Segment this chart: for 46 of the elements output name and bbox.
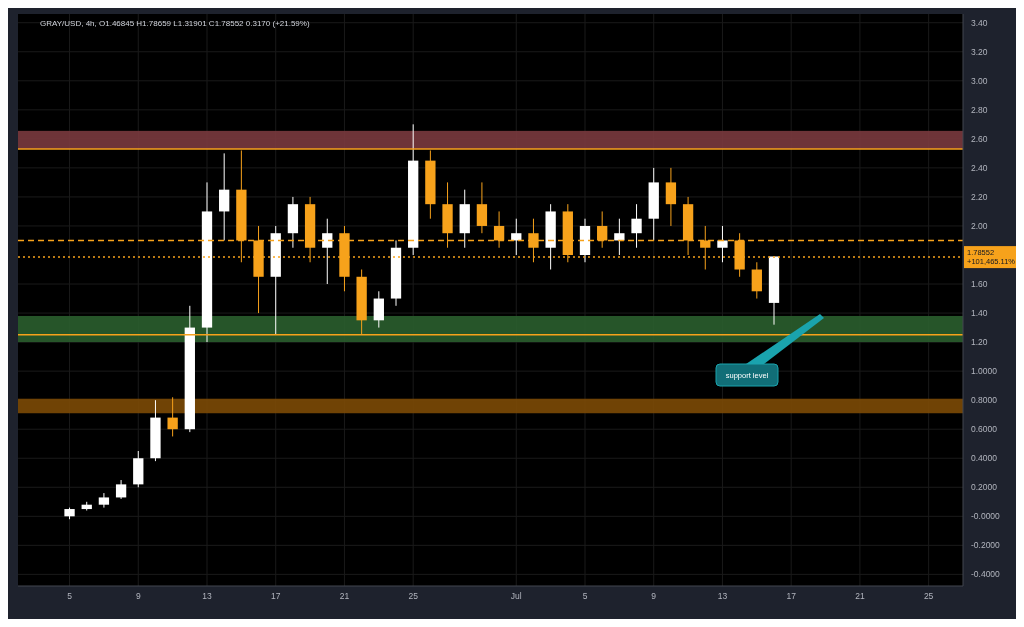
y-tick-label: 1.60 (971, 279, 988, 290)
y-tick-label: 0.4000 (971, 453, 998, 464)
x-tick-label: 13 (717, 591, 728, 601)
x-tick-label: 17 (270, 591, 281, 601)
y-tick-label: 3.20 (971, 46, 988, 57)
candlestick (614, 218, 625, 256)
candlestick (98, 492, 110, 509)
y-tick-label: 0.8000 (971, 395, 998, 406)
y-tick-label: 2.20 (971, 191, 988, 202)
candlestick (219, 152, 230, 241)
candlestick (322, 218, 333, 285)
x-tick-label: 13 (202, 591, 212, 601)
y-tick-label: 2.80 (971, 104, 988, 115)
y-tick-label: 2.60 (971, 133, 988, 144)
y-tick-label: -0.4000 (971, 569, 1001, 580)
x-tick-label: 5 (582, 591, 588, 601)
candlestick (751, 261, 762, 300)
candlestick (115, 479, 127, 500)
x-tick-label: 5 (67, 591, 73, 601)
candlestick (476, 181, 488, 234)
x-tick-label: 17 (786, 591, 797, 601)
candlestick (373, 290, 384, 329)
candlestick (717, 225, 728, 263)
y-tick-label: 2.00 (971, 220, 988, 231)
candlestick (665, 167, 677, 227)
y-tick-label: 0.6000 (971, 424, 998, 435)
y-tick-label: 1.40 (971, 308, 988, 319)
x-tick-label: 25 (408, 591, 419, 601)
y-tick-label: 3.00 (971, 75, 988, 86)
y-tick-label: 2.40 (971, 162, 988, 173)
y-tick-label: 1.0000 (971, 366, 998, 377)
x-tick-label: 9 (135, 591, 141, 601)
candlestick (511, 218, 522, 256)
x-tick-label: Jul (510, 591, 522, 601)
y-tick-label: 0.2000 (971, 482, 998, 493)
x-tick-label: 21 (339, 591, 350, 601)
candlestick (167, 396, 178, 437)
x-tick-label: 9 (651, 591, 657, 601)
text: GRAY/USD, 4h, O1.46845 H1.78659 L1.31901 C1.78552 0.3170 (+21.59%) (40, 19, 310, 28)
candlestick (631, 203, 642, 249)
y-tick-label: 1.20 (971, 337, 988, 348)
x-tick-label: 25 (923, 591, 934, 601)
y-tick-label: -0.0000 (971, 511, 1001, 522)
y-tick-label: -0.2000 (971, 540, 1001, 551)
x-tick-label: 21 (855, 591, 865, 601)
y-tick-label: 3.40 (971, 17, 988, 28)
